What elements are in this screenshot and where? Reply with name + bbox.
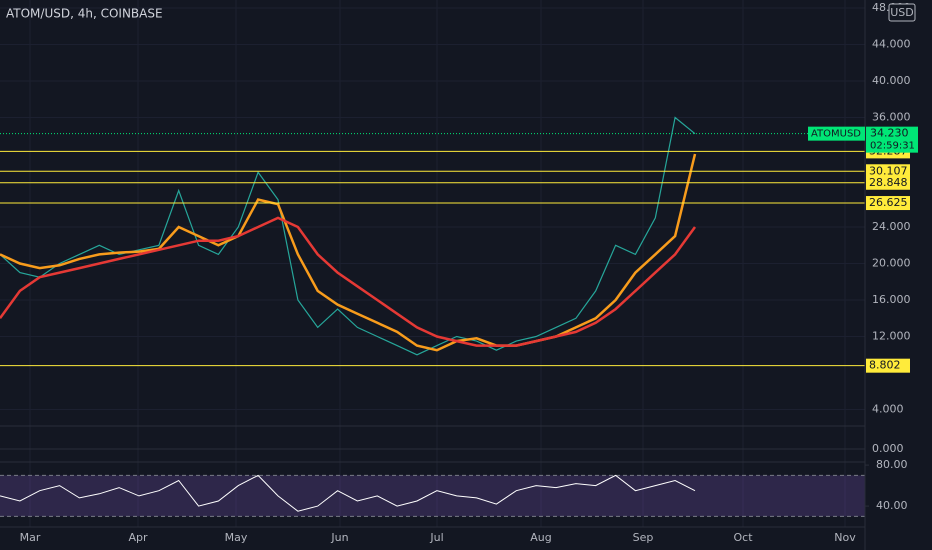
y-tick-label: 40.000 xyxy=(872,74,911,87)
level-label: 30.107 xyxy=(869,164,908,177)
x-tick-label: Aug xyxy=(530,531,551,544)
symbol-title: ATOM/USD, 4h, COINBASE xyxy=(6,7,163,21)
plot xyxy=(0,116,865,517)
x-tick-label: Sep xyxy=(633,531,654,544)
level-label-box xyxy=(866,164,910,179)
level-label-box xyxy=(866,358,910,373)
level-label: 8.802 xyxy=(869,359,901,372)
y-tick-label: 4.000 xyxy=(872,403,904,416)
rsi-line xyxy=(0,474,696,512)
grid xyxy=(0,0,869,527)
rsi-tick-label: 80.00 xyxy=(876,458,908,471)
rsi-band-fill xyxy=(0,475,865,517)
countdown-label: 02:59:31 xyxy=(870,141,915,152)
x-tick-label: Apr xyxy=(128,531,148,544)
y-tick-label: 16.000 xyxy=(872,293,911,306)
y-tick-label: 20.000 xyxy=(872,257,911,270)
x-tick-label: May xyxy=(225,531,248,544)
y-tick-label: 12.000 xyxy=(872,330,911,343)
y-tick-label: 24.000 xyxy=(872,220,911,233)
level-label: 26.625 xyxy=(869,196,908,209)
y-tick-label: 36.000 xyxy=(872,111,911,124)
last-price-label: 34.230 xyxy=(870,127,909,140)
symbol-box xyxy=(808,126,865,141)
x-tick-label: Jul xyxy=(429,531,443,544)
x-tick-label: Nov xyxy=(834,531,856,544)
level-label-box xyxy=(866,175,910,190)
last-price-box xyxy=(866,126,918,153)
level-label-box xyxy=(866,196,910,211)
x-tick-label: Jun xyxy=(330,531,348,544)
level-label: 28.848 xyxy=(869,176,908,189)
price-line xyxy=(0,216,697,347)
y-tick-label: 44.000 xyxy=(872,38,911,51)
currency-box[interactable] xyxy=(888,3,916,22)
currency-label[interactable]: USD xyxy=(890,6,914,19)
osc-tick-label: 0.000 xyxy=(872,442,904,455)
rsi-tick-label: 40.00 xyxy=(876,499,908,512)
price-line xyxy=(0,153,697,352)
x-tick-label: Mar xyxy=(20,531,41,544)
x-tick-label: Oct xyxy=(733,531,753,544)
symbol-label: ATOMUSD xyxy=(811,129,861,140)
